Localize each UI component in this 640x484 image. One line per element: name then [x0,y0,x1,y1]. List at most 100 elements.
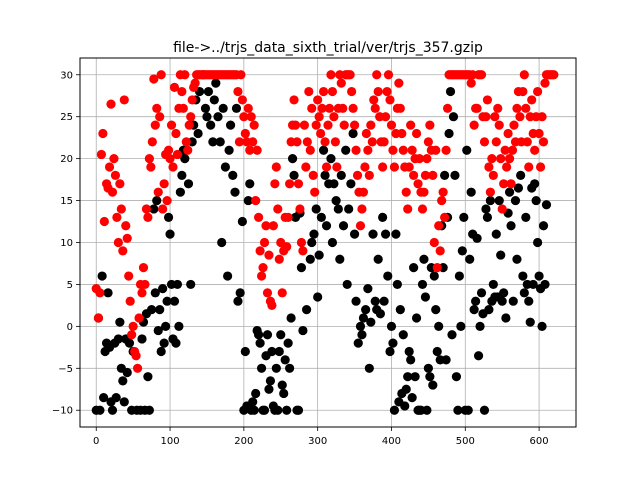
data-point [469,120,479,130]
data-point [537,321,547,331]
axes: 0 100 200 300 400 500 600 −10 −5 0 5 10 15 20 25 30 [52,57,577,447]
data-point [218,103,228,113]
data-point [475,321,485,331]
data-point [178,103,188,113]
data-point [144,154,154,164]
data-point [131,351,141,361]
data-point [143,212,153,222]
data-point [124,271,134,281]
data-point [262,288,273,298]
data-point [124,338,135,348]
data-point [307,237,317,248]
data-point [445,86,456,97]
x-tick-label: 200 [234,436,253,447]
data-point [428,380,438,390]
data-point [524,162,534,172]
data-point [327,237,338,248]
data-point [429,237,439,248]
data-point [122,233,132,243]
data-point [149,204,159,214]
data-point [487,154,497,164]
data-point [525,317,535,327]
data-point [261,221,271,231]
data-point [378,162,388,172]
data-point [158,284,168,294]
data-point [141,204,152,214]
data-point [305,145,315,155]
data-point [540,279,550,290]
data-point [107,405,118,415]
data-point [99,393,109,403]
data-point [313,95,323,105]
data-point [113,334,123,344]
data-point [388,338,398,348]
data-point [134,313,144,323]
data-point [314,112,324,122]
data-point [313,292,323,302]
data-point [318,145,329,155]
data-point [414,154,425,164]
data-point [348,128,358,139]
data-point [217,237,227,248]
data-point [181,137,191,147]
data-point [347,86,357,97]
data-point [168,162,178,172]
data-point [481,112,491,122]
data-point [262,330,273,340]
data-point [401,187,411,197]
data-point [335,254,345,264]
data-point [115,179,125,189]
data-point [398,145,408,155]
data-point [531,195,541,206]
data-point [508,296,518,306]
data-point [428,170,438,181]
data-point [533,86,543,97]
data-point [357,204,367,214]
data-point [285,363,295,373]
data-point [273,204,283,214]
data-point [518,86,528,97]
data-point [380,229,391,239]
data-point [364,363,374,373]
data-point [501,313,511,323]
data-point [172,279,183,290]
data-point [512,254,522,264]
data-point [295,204,305,214]
data-point [465,254,475,264]
data-point [285,179,295,189]
data-point [522,137,532,147]
data-point [372,70,382,80]
data-point [404,346,414,357]
data-point [494,195,504,206]
data-point [409,263,419,273]
y-tick-label: 25 [60,112,73,123]
data-point [462,145,472,155]
data-point [110,170,121,181]
data-point [444,128,454,139]
data-point [385,95,395,105]
data-point [521,212,531,222]
data-point [186,112,196,122]
data-point [289,95,299,105]
data-point [403,372,413,382]
y-tick-label: 5 [67,280,73,291]
data-point [252,145,262,155]
data-point [137,288,147,298]
data-point [484,304,494,315]
data-point [398,330,408,340]
data-point [386,120,397,130]
data-point [187,95,197,105]
data-point [107,187,118,197]
data-point [490,112,500,122]
data-point [243,103,253,113]
data-point [329,179,339,189]
data-point [403,204,413,214]
data-point [165,154,175,164]
data-point [146,162,156,172]
data-point [166,120,177,130]
data-point [431,145,441,155]
data-point [95,405,105,415]
data-point [320,170,330,181]
data-point [344,204,354,214]
data-point [298,325,308,336]
